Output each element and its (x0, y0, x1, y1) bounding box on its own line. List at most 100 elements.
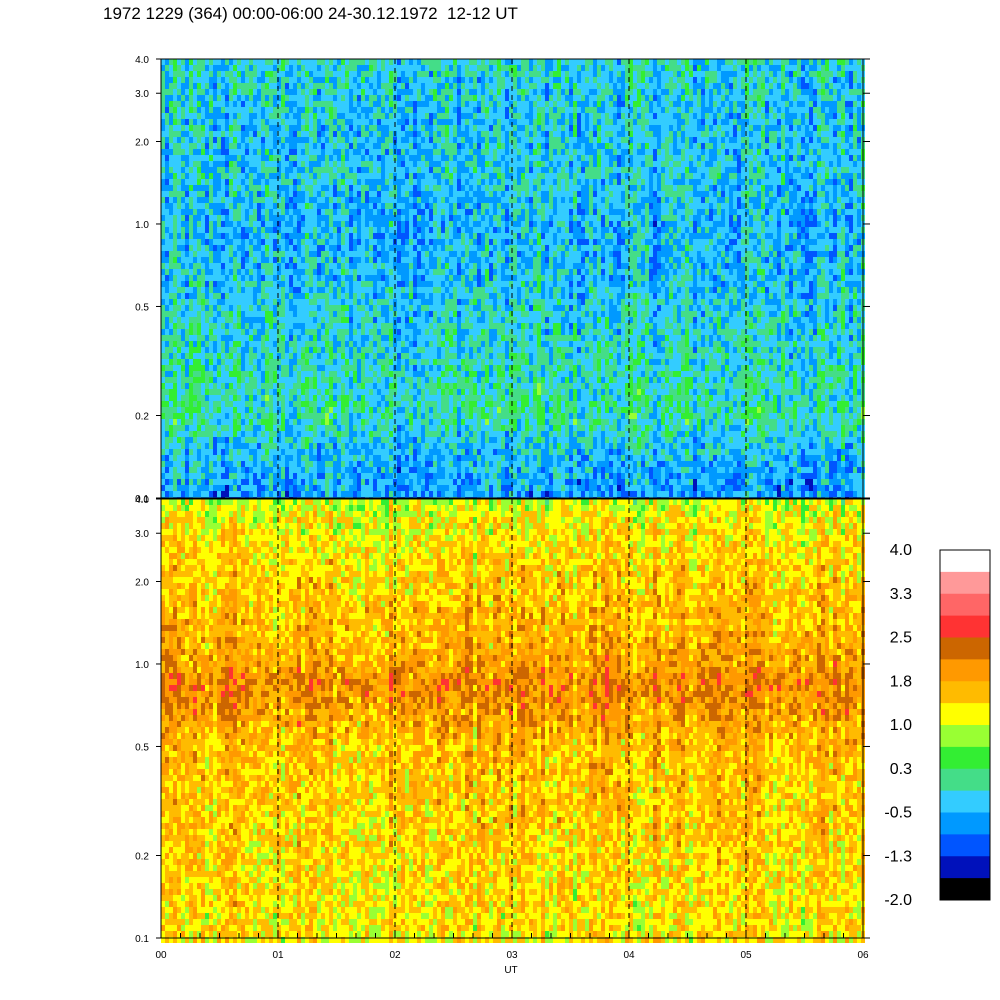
spectrogram-cell (729, 125, 733, 131)
spectrogram-cell (505, 161, 509, 167)
spectrogram-cell (773, 215, 777, 221)
spectrogram-cell (509, 65, 513, 71)
spectrogram-cell (385, 191, 389, 197)
spectrogram-cell (853, 209, 857, 215)
spectrogram-cell (561, 59, 565, 65)
spectrogram-cell (605, 113, 609, 119)
spectrogram-cell (477, 59, 481, 65)
spectrogram-cell (661, 119, 665, 125)
spectrogram-cell (205, 71, 209, 77)
spectrogram-cell (185, 143, 189, 149)
spectrogram-cell (197, 155, 201, 161)
spectrogram-cell (609, 173, 613, 179)
spectrogram-cell (197, 215, 201, 221)
spectrogram-cell (533, 203, 537, 209)
spectrogram-cell (273, 149, 277, 155)
spectrogram-cell (797, 125, 801, 131)
spectrogram-cell (221, 125, 225, 131)
spectrogram-cell (321, 65, 325, 71)
spectrogram-cell (281, 185, 285, 191)
spectrogram-cell (345, 215, 349, 221)
spectrogram-cell (197, 227, 201, 233)
spectrogram-cell (481, 89, 485, 95)
spectrogram-cell (413, 161, 417, 167)
spectrogram-cell (257, 65, 261, 71)
spectrogram-cell (481, 95, 485, 101)
spectrogram-cell (641, 71, 645, 77)
spectrogram-cell (373, 101, 377, 107)
spectrogram-cell (677, 101, 681, 107)
spectrogram-cell (637, 65, 641, 71)
spectrogram-cell (749, 131, 753, 137)
spectrogram-cell (305, 59, 309, 65)
spectrogram-cell (745, 113, 749, 119)
spectrogram-cell (253, 119, 257, 125)
spectrogram-cell (513, 95, 517, 101)
spectrogram-cell (165, 167, 169, 173)
spectrogram-cell (181, 95, 185, 101)
spectrogram-cell (253, 215, 257, 221)
spectrogram-cell (713, 89, 717, 95)
spectrogram-cell (825, 179, 829, 185)
spectrogram-cell (705, 107, 709, 113)
spectrogram-cell (189, 185, 193, 191)
spectrogram-cell (537, 77, 541, 83)
spectrogram-cell (205, 221, 209, 227)
spectrogram-cell (845, 167, 849, 173)
spectrogram-cell (233, 149, 237, 155)
spectrogram-cell (761, 167, 765, 173)
spectrogram-cell (749, 203, 753, 209)
spectrogram-cell (289, 215, 293, 221)
spectrogram-cell (689, 65, 693, 71)
spectrogram-cell (609, 155, 613, 161)
spectrogram-cell (305, 167, 309, 173)
spectrogram-cell (177, 83, 181, 89)
spectrogram-cell (601, 89, 605, 95)
spectrogram-cell (349, 137, 353, 143)
spectrogram-cell (501, 167, 505, 173)
spectrogram-cell (825, 71, 829, 77)
spectrogram-cell (161, 155, 165, 161)
spectrogram-cell (505, 173, 509, 179)
spectrogram-cell (453, 125, 457, 131)
spectrogram-cell (801, 71, 805, 77)
spectrogram-cell (445, 203, 449, 209)
spectrogram-cell (245, 191, 249, 197)
spectrogram-cell (593, 155, 597, 161)
spectrogram-cell (329, 107, 333, 113)
spectrogram-cell (513, 101, 517, 107)
spectrogram-cell (217, 113, 221, 119)
spectrogram-cell (669, 185, 673, 191)
spectrogram-cell (273, 101, 277, 107)
spectrogram-cell (689, 83, 693, 89)
spectrogram-cell (525, 173, 529, 179)
spectrogram-cell (217, 131, 221, 137)
spectrogram-cell (609, 113, 613, 119)
spectrogram-cell (557, 143, 561, 149)
spectrogram-cell (601, 197, 605, 203)
spectrogram-cell (469, 95, 473, 101)
spectrogram-cell (845, 113, 849, 119)
spectrogram-cell (205, 203, 209, 209)
spectrogram-cell (585, 125, 589, 131)
spectrogram-cell (517, 149, 521, 155)
spectrogram-cell (817, 59, 821, 65)
spectrogram-cell (265, 101, 269, 107)
spectrogram-cell (373, 137, 377, 143)
spectrogram-cell (385, 197, 389, 203)
spectrogram-cell (681, 209, 685, 215)
spectrogram-cell (165, 161, 169, 167)
spectrogram-cell (449, 113, 453, 119)
spectrogram-cell (357, 203, 361, 209)
spectrogram-cell (321, 209, 325, 215)
spectrogram-cell (409, 185, 413, 191)
spectrogram-cell (329, 209, 333, 215)
spectrogram-cell (493, 65, 497, 71)
spectrogram-cell (397, 131, 401, 137)
spectrogram-cell (849, 101, 853, 107)
spectrogram-cell (401, 83, 405, 89)
spectrogram-cell (269, 77, 273, 83)
spectrogram-cell (709, 71, 713, 77)
spectrogram-cell (765, 95, 769, 101)
spectrogram-cell (369, 89, 373, 95)
